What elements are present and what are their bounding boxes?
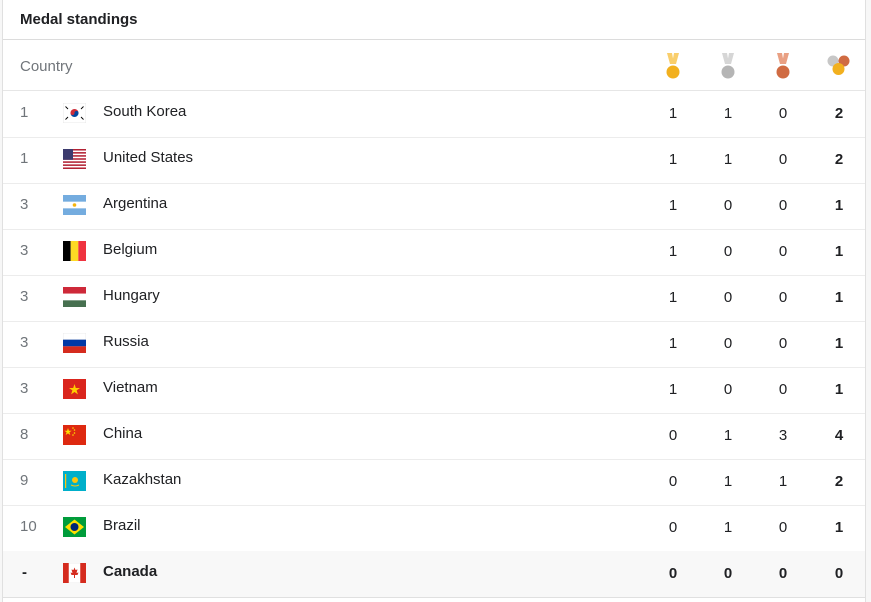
country-name[interactable]: Argentina <box>103 195 168 212</box>
rank-cell: - <box>22 564 27 581</box>
china-flag-icon <box>63 425 86 445</box>
table-row[interactable]: 3 Belgium 1 0 0 1 <box>3 229 865 276</box>
total-count: 1 <box>834 519 844 536</box>
country-name[interactable]: Vietnam <box>103 379 158 396</box>
country-name[interactable]: Russia <box>103 333 149 350</box>
silver-count: 0 <box>723 335 733 352</box>
silver-count: 0 <box>723 381 733 398</box>
silver-medal-icon[interactable] <box>718 53 738 81</box>
south-korea-flag-icon <box>63 103 86 123</box>
rank-cell: 10 <box>20 518 37 535</box>
bronze-count: 0 <box>778 519 788 536</box>
total-count: 1 <box>834 197 844 214</box>
table-row[interactable]: 10 Brazil 0 1 0 1 <box>3 505 865 552</box>
table-row[interactable]: 1 South Korea 1 1 0 2 <box>3 91 865 138</box>
bronze-count: 0 <box>778 243 788 260</box>
silver-count: 1 <box>723 105 733 122</box>
total-count: 2 <box>834 151 844 168</box>
table-row[interactable]: 8 China 0 1 3 4 <box>3 413 865 460</box>
gold-count: 1 <box>668 289 678 306</box>
rank-cell: 1 <box>20 150 29 167</box>
gold-count: 0 <box>668 565 678 582</box>
gold-count: 1 <box>668 105 678 122</box>
argentina-flag-icon <box>63 195 86 215</box>
bronze-medal-icon[interactable] <box>773 53 793 81</box>
country-name[interactable]: United States <box>103 149 194 166</box>
gold-count: 1 <box>668 243 678 260</box>
vietnam-flag-icon <box>63 379 86 399</box>
belgium-flag-icon <box>63 241 86 261</box>
gold-count: 1 <box>668 335 678 352</box>
country-name[interactable]: Hungary <box>103 287 160 304</box>
bronze-count: 0 <box>778 151 788 168</box>
total-count: 1 <box>834 381 844 398</box>
bronze-count: 0 <box>778 381 788 398</box>
table-row[interactable]: 3 Hungary 1 0 0 1 <box>3 275 865 322</box>
bronze-count: 1 <box>778 473 788 490</box>
table-row[interactable]: 3 Argentina 1 0 0 1 <box>3 183 865 230</box>
gold-count: 0 <box>668 427 678 444</box>
country-name[interactable]: Kazakhstan <box>103 471 182 488</box>
bronze-count: 0 <box>778 565 788 582</box>
gold-count: 1 <box>668 151 678 168</box>
silver-count: 1 <box>723 151 733 168</box>
gold-count: 0 <box>668 473 678 490</box>
bronze-count: 0 <box>778 197 788 214</box>
rank-cell: 3 <box>20 196 29 213</box>
rank-cell: 3 <box>20 288 29 305</box>
table-row[interactable]: 3 Russia 1 0 0 1 <box>3 321 865 368</box>
table-row[interactable]: 3 Vietnam 1 0 0 1 <box>3 367 865 414</box>
rank-cell: 9 <box>20 472 29 489</box>
country-column-header[interactable]: Country <box>20 58 73 75</box>
country-name[interactable]: South Korea <box>103 103 187 120</box>
brazil-flag-icon <box>63 517 86 537</box>
hungary-flag-icon <box>63 287 86 307</box>
gold-count: 1 <box>668 381 678 398</box>
gold-count: 0 <box>668 519 678 536</box>
bronze-count: 3 <box>778 427 788 444</box>
total-medals-icon[interactable] <box>826 53 852 81</box>
total-count: 1 <box>834 243 844 260</box>
russia-flag-icon <box>63 333 86 353</box>
rank-cell: 3 <box>20 380 29 397</box>
total-count: 1 <box>834 289 844 306</box>
bronze-count: 0 <box>778 105 788 122</box>
panel-title: Medal standings <box>3 0 865 40</box>
total-count: 4 <box>834 427 844 444</box>
silver-count: 0 <box>723 289 733 306</box>
bronze-count: 0 <box>778 335 788 352</box>
total-count: 2 <box>834 105 844 122</box>
silver-count: 1 <box>723 473 733 490</box>
total-count: 0 <box>834 565 844 582</box>
country-name[interactable]: Canada <box>103 563 158 580</box>
silver-count: 1 <box>723 519 733 536</box>
rank-cell: 8 <box>20 426 29 443</box>
bronze-count: 0 <box>778 289 788 306</box>
total-count: 1 <box>834 335 844 352</box>
table-row[interactable]: - Canada 0 0 0 0 <box>3 551 865 598</box>
rank-cell: 3 <box>20 334 29 351</box>
country-name[interactable]: Belgium <box>103 241 158 258</box>
kazakhstan-flag-icon <box>63 471 86 491</box>
table-row[interactable]: 1 United States 1 1 0 2 <box>3 137 865 184</box>
rank-cell: 3 <box>20 242 29 259</box>
silver-count: 0 <box>723 197 733 214</box>
silver-count: 0 <box>723 565 733 582</box>
gold-count: 1 <box>668 197 678 214</box>
silver-count: 1 <box>723 427 733 444</box>
united-states-flag-icon <box>63 149 86 169</box>
rank-cell: 1 <box>20 104 29 121</box>
total-count: 2 <box>834 473 844 490</box>
canada-flag-icon <box>63 563 86 583</box>
table-row[interactable]: 9 Kazakhstan 0 1 1 2 <box>3 459 865 506</box>
country-name[interactable]: Brazil <box>103 517 141 534</box>
table-header: Country <box>3 40 865 91</box>
country-name[interactable]: China <box>103 425 143 442</box>
silver-count: 0 <box>723 243 733 260</box>
gold-medal-icon[interactable] <box>663 53 683 81</box>
